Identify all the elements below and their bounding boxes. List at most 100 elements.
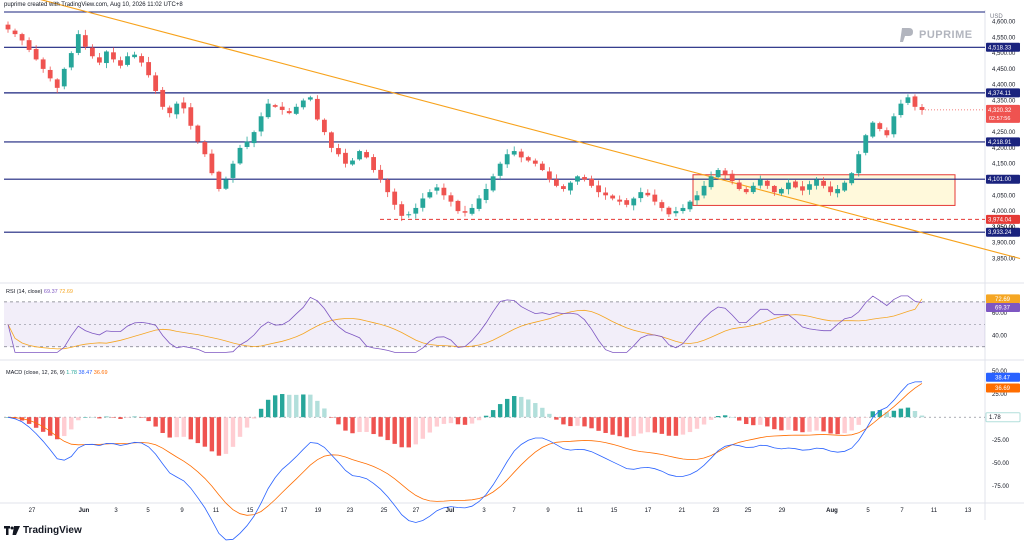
macd-histogram-bar [589,417,594,429]
candle-body [230,163,236,178]
macd-histogram-bar [884,412,890,418]
signal-tag [986,383,1020,393]
candle-body [104,51,109,64]
price-level-tag [986,137,1020,147]
macd-tick-label: -50.00 [992,461,1010,467]
macd-histogram-bar [863,417,868,418]
macd-histogram-bar [97,417,102,419]
macd-histogram-bar [512,396,517,418]
candle-body [835,188,841,194]
candle-body [912,96,918,107]
price-axis-currency: USD [990,14,1003,20]
macd-histogram-bar [195,417,201,444]
macd-tick-label: 25.00 [992,392,1008,398]
macd-histogram-bar [680,417,686,435]
candle-body [350,160,355,165]
candle-body [237,147,243,164]
macd-histogram-bar [146,417,151,422]
macd-histogram-bar [624,417,629,438]
macd-histogram-bar [490,410,496,418]
macd-histogram-bar [800,417,805,433]
macd-histogram-bar [251,417,257,419]
candle-body [153,75,159,92]
candle-body [427,192,433,198]
candle-body [385,179,391,193]
candle-body [764,180,770,186]
macd-histogram-bar [533,403,538,418]
macd-histogram-bar [701,417,707,425]
candle-body [715,170,721,178]
candle-body [413,207,419,214]
macd-tag-label: 38.47 [995,375,1011,381]
dashed-level-label: 3,974.04 [988,217,1012,223]
time-axis: 27 Jun 3 5 9 11 15 17 19 23 25 27 Jul 3 7 9 11 15 17 21 23 25… [29,508,972,514]
macd-histogram-bar [455,417,461,425]
macd-histogram-bar [519,396,524,418]
candle-body [694,195,700,201]
tradingview-logo-text: TradingView [23,525,82,536]
candle-body [455,200,461,212]
candle-body [209,153,215,174]
macd-histogram-bar [104,416,109,418]
downtrend-line [40,0,1021,260]
candle-body [511,151,517,155]
puprime-logo-icon [900,28,913,42]
rsi-tag [986,303,1020,313]
puprime-logo-text: PUPRIME [919,29,973,41]
time-axis-label: 7 [512,508,516,514]
candle-body [223,179,229,189]
candle-body [118,60,123,66]
macd-histogram-bar [891,410,897,418]
rsi-ma-tag [986,294,1020,304]
price-level-tag [986,42,1020,52]
candle-body [757,179,763,186]
candle-body [279,106,285,110]
candle-body [307,97,313,100]
candle-body [286,111,292,114]
consolidation-box [692,174,956,206]
candle-body [19,34,25,41]
price-tick-label: 3,850.00 [992,257,1016,263]
candle-body [645,192,651,196]
macd-histogram-bar [737,417,742,421]
candle-body [448,195,454,202]
candle-body [188,107,194,126]
candle-body [364,152,369,158]
rsi-ma-value: 72.69 [59,289,73,295]
macd-histogram-bar [526,399,531,418]
macd-histogram-bar [378,417,383,437]
time-axis-label: 13 [965,508,972,514]
candle-body [624,200,630,205]
time-axis-label: 17 [281,508,288,514]
tradingview-logo: TradingView [4,525,82,536]
price-level-label: 4,218.91 [988,140,1012,146]
price-tick-label: 4,550.00 [992,35,1016,41]
candle-body [870,122,876,137]
candle-body [420,198,426,208]
macd-histogram-bar [645,417,650,433]
candle-body [891,116,897,135]
macd-histogram-bar [167,417,172,438]
macd-histogram-bar [244,417,250,428]
candle-body [849,173,855,184]
candle-body [701,185,707,196]
time-axis-label: 9 [180,508,184,514]
time-axis-label: 25 [745,508,752,514]
macd-histogram-bar [666,417,672,436]
price-tick-label: 4,400.00 [992,83,1016,89]
candle-body [399,204,405,216]
macd-histogram-bar [83,417,88,418]
time-axis-label: Aug [826,508,838,514]
macd-histogram-bar [62,417,67,437]
macd-histogram-bar [596,417,601,431]
macd-histogram-bar [406,417,411,448]
macd-histogram-bar [174,417,179,438]
macd-histogram-bar [336,417,341,425]
candle-body [722,170,728,175]
macd-histogram-bar [448,417,454,424]
macd-histogram-bar [33,417,39,428]
macd-histogram-bar [371,417,376,435]
macd-histogram-bar [504,398,510,418]
candle-body [61,68,67,87]
